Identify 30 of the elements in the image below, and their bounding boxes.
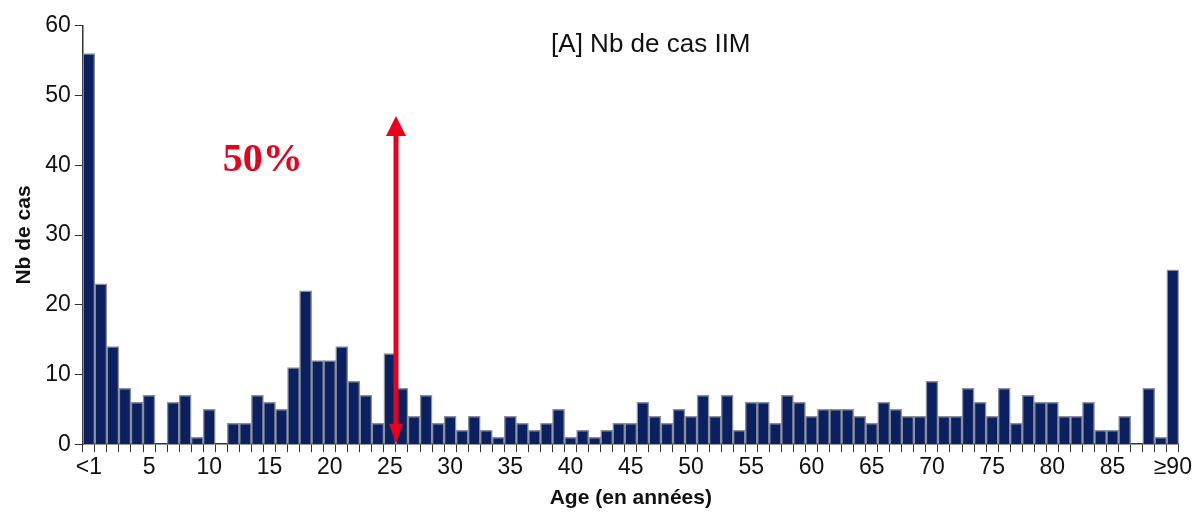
y-tick-label: 60 xyxy=(45,11,71,38)
x-tick-label: 15 xyxy=(256,453,283,480)
chart-title: [A] Nb de cas IIM xyxy=(551,27,751,58)
x-tick-label: 50 xyxy=(678,453,704,480)
y-tick-label: 0 xyxy=(57,429,71,456)
x-axis-title: Age (en années) xyxy=(549,485,712,509)
x-tick-label: 20 xyxy=(316,453,343,480)
x-tick-label: 85 xyxy=(1099,453,1126,480)
y-tick-label: 30 xyxy=(45,220,71,247)
x-tick-label: <1 xyxy=(75,453,102,480)
x-tick-label: 60 xyxy=(798,453,825,480)
x-tick-label: 5 xyxy=(142,453,156,480)
y-axis-title: Nb de cas xyxy=(11,185,35,285)
y-tick-label: 40 xyxy=(45,150,71,177)
x-tick-label: 55 xyxy=(738,453,765,480)
x-tick-label: 75 xyxy=(979,453,1005,480)
x-tick-label: ≥90 xyxy=(1153,453,1192,480)
x-tick-label: 35 xyxy=(497,453,524,480)
x-tick-label: 30 xyxy=(437,453,463,480)
y-tick-label: 50 xyxy=(45,80,71,107)
x-tick-label: 45 xyxy=(618,453,644,480)
annotation: 50% xyxy=(222,135,303,181)
y-tick-label: 10 xyxy=(45,359,71,386)
x-tick-label: 65 xyxy=(858,453,885,480)
x-tick-label: 10 xyxy=(196,453,223,480)
x-tick-label: 25 xyxy=(377,453,403,480)
x-tick-label: 70 xyxy=(919,453,945,480)
x-tick-label: 80 xyxy=(1039,453,1066,480)
y-tick-label: 20 xyxy=(45,290,71,317)
x-tick-label: 40 xyxy=(557,453,584,480)
